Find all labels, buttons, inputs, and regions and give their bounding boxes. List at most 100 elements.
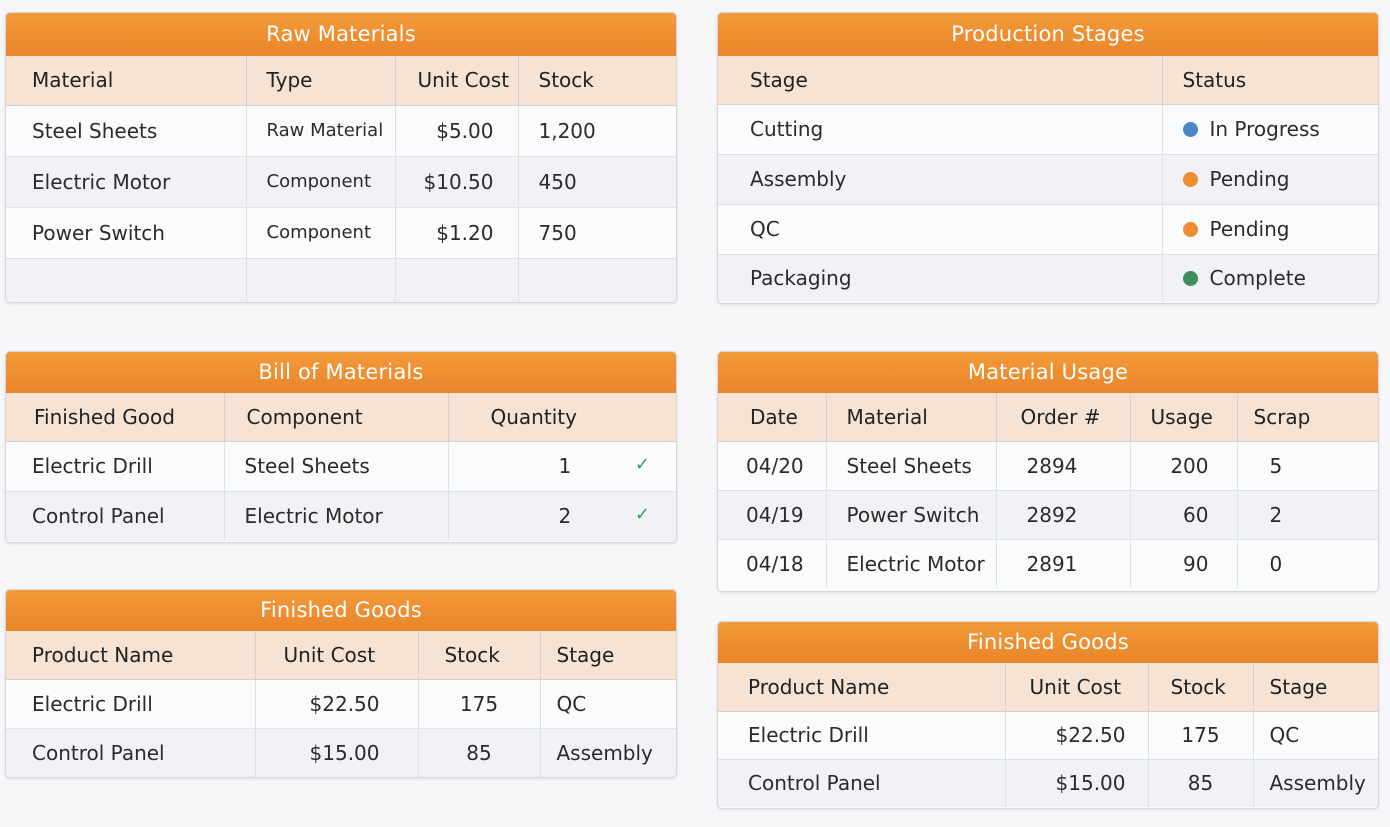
material-cell: Steel Sheets xyxy=(826,441,997,491)
material-cell: Electric Motor xyxy=(6,156,247,208)
header-stage[interactable]: Stage xyxy=(540,631,676,680)
header-quantity[interactable]: Quantity xyxy=(448,393,676,442)
table-row[interactable]: QC Pending xyxy=(718,204,1378,255)
material-cell: Electric Motor xyxy=(826,539,997,588)
usage-cell: 200 xyxy=(1130,441,1238,491)
table-row[interactable]: Steel Sheets Raw Material $5.00 1,200 xyxy=(6,105,676,157)
header-product-name[interactable]: Product Name xyxy=(6,631,256,680)
table-row[interactable]: Control Panel $15.00 85 Assembly xyxy=(718,759,1378,807)
table-row[interactable]: Power Switch Component $1.20 750 xyxy=(6,207,676,259)
scrap-cell: 2 xyxy=(1237,490,1378,540)
check-icon: ✓ xyxy=(634,504,650,526)
stage-cell: QC xyxy=(718,204,1163,255)
stage-cell: Assembly xyxy=(718,154,1163,205)
table-row[interactable]: Electric Drill Steel Sheets 1 ✓ xyxy=(6,441,676,492)
stock-cell: 750 xyxy=(518,207,676,259)
scrap-cell: 5 xyxy=(1237,441,1378,491)
unit-cost-cell: $22.50 xyxy=(1005,711,1149,760)
header-material[interactable]: Material xyxy=(826,393,997,442)
header-usage[interactable]: Usage xyxy=(1130,393,1238,442)
finished-good-cell: Electric Drill xyxy=(6,441,225,492)
date-cell: 04/18 xyxy=(718,539,827,588)
finished-goods-title: Finished Goods xyxy=(718,622,1378,663)
empty-cell xyxy=(395,258,519,302)
header-stock[interactable]: Stock xyxy=(518,56,676,106)
product-name-cell: Electric Drill xyxy=(718,711,1006,760)
product-name-cell: Control Panel xyxy=(718,759,1006,807)
finished-good-cell: Control Panel xyxy=(6,491,225,541)
check-icon: ✓ xyxy=(634,454,650,475)
header-date[interactable]: Date xyxy=(718,393,827,442)
finished-goods-title: Finished Goods xyxy=(6,590,676,631)
table-row[interactable]: Electric Drill $22.50 175 QC xyxy=(718,711,1378,760)
bill-of-materials-title: Bill of Materials xyxy=(6,352,676,393)
header-component[interactable]: Component xyxy=(224,393,449,442)
stock-cell: 85 xyxy=(418,728,541,777)
raw-materials-panel: Raw Materials Material Type Unit Cost St… xyxy=(5,12,677,303)
header-stock[interactable]: Stock xyxy=(1148,663,1254,712)
header-unit-cost[interactable]: Unit Cost xyxy=(395,56,519,106)
product-name-cell: Electric Drill xyxy=(6,679,256,729)
order-cell: 2891 xyxy=(996,539,1131,588)
header-unit-cost[interactable]: Unit Cost xyxy=(255,631,419,680)
production-stages-table: Stage Status Cutting In Progress Assembl… xyxy=(718,56,1378,302)
stage-cell: Packaging xyxy=(718,254,1163,302)
material-cell: Steel Sheets xyxy=(6,105,247,157)
material-cell: Power Switch xyxy=(6,207,247,259)
quantity-value: 1 xyxy=(558,454,572,478)
header-unit-cost[interactable]: Unit Cost xyxy=(1005,663,1149,712)
header-scrap[interactable]: Scrap xyxy=(1237,393,1378,442)
table-row[interactable]: Control Panel Electric Motor 2 ✓ xyxy=(6,491,676,541)
table-row[interactable]: Packaging Complete xyxy=(718,254,1378,302)
status-cell: Pending xyxy=(1162,204,1378,255)
header-stage[interactable]: Stage xyxy=(718,56,1163,105)
empty-row xyxy=(6,258,676,302)
product-name-cell: Control Panel xyxy=(6,728,256,777)
status-dot-icon xyxy=(1182,271,1198,287)
status-badge: Complete xyxy=(1209,266,1306,291)
usage-cell: 90 xyxy=(1130,539,1238,588)
stock-cell: 175 xyxy=(418,679,541,729)
table-row[interactable]: Control Panel $15.00 85 Assembly xyxy=(6,728,676,777)
stock-cell: 450 xyxy=(518,156,676,208)
header-order-number[interactable]: Order # xyxy=(996,393,1131,442)
table-row[interactable]: 04/20 Steel Sheets 2894 200 5 xyxy=(718,441,1378,491)
table-row[interactable]: 04/18 Electric Motor 2891 90 0 xyxy=(718,539,1378,588)
status-cell: In Progress xyxy=(1162,104,1378,155)
material-cell: Power Switch xyxy=(826,490,997,540)
raw-materials-title: Raw Materials xyxy=(6,13,676,56)
component-cell: Electric Motor xyxy=(224,491,449,541)
status-badge: In Progress xyxy=(1209,117,1320,141)
header-product-name[interactable]: Product Name xyxy=(718,663,1006,712)
type-cell: Component xyxy=(246,207,396,259)
header-material[interactable]: Material xyxy=(6,56,247,106)
table-row[interactable]: Assembly Pending xyxy=(718,154,1378,205)
header-status[interactable]: Status xyxy=(1162,56,1378,105)
date-cell: 04/20 xyxy=(718,441,827,491)
table-row[interactable]: Cutting In Progress xyxy=(718,104,1378,155)
scrap-cell: 0 xyxy=(1237,539,1378,588)
header-stage[interactable]: Stage xyxy=(1253,663,1378,712)
quantity-cell: 1 ✓ xyxy=(448,441,676,492)
stage-cell: Assembly xyxy=(1253,759,1378,807)
material-usage-table: Date Material Order # Usage Scrap 04/20 … xyxy=(718,393,1378,588)
header-type[interactable]: Type xyxy=(246,56,396,106)
status-cell: Pending xyxy=(1162,154,1378,205)
stage-cell: Assembly xyxy=(540,728,676,777)
status-dot-icon xyxy=(1182,172,1198,187)
finished-goods-table: Product Name Unit Cost Stock Stage Elect… xyxy=(718,663,1378,807)
header-finished-good[interactable]: Finished Good xyxy=(6,393,225,442)
type-cell: Component xyxy=(246,156,396,208)
table-row[interactable]: Electric Drill $22.50 175 QC xyxy=(6,679,676,729)
status-cell: Complete xyxy=(1162,254,1378,302)
date-cell: 04/19 xyxy=(718,490,827,540)
stock-cell: 85 xyxy=(1148,759,1254,807)
unit-cost-cell: $5.00 xyxy=(395,105,519,157)
table-row[interactable]: Electric Motor Component $10.50 450 xyxy=(6,156,676,208)
stage-cell: Cutting xyxy=(718,104,1163,155)
stock-cell: 175 xyxy=(1148,711,1254,760)
table-row[interactable]: 04/19 Power Switch 2892 60 2 xyxy=(718,490,1378,540)
header-stock[interactable]: Stock xyxy=(418,631,541,680)
order-cell: 2892 xyxy=(996,490,1131,540)
component-cell: Steel Sheets xyxy=(224,441,449,492)
